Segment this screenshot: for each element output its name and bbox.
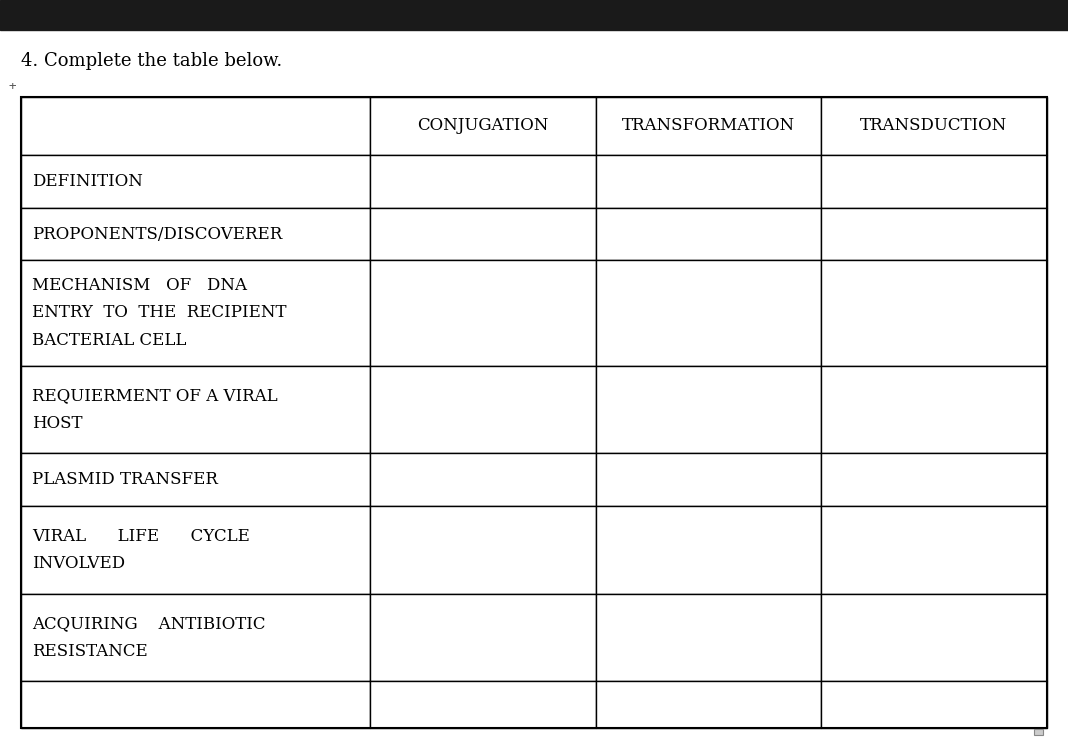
Text: DEFINITION: DEFINITION xyxy=(32,173,143,190)
Bar xyxy=(21,594,370,681)
Bar xyxy=(821,97,1047,155)
Bar xyxy=(370,506,596,594)
Text: REQUIERMENT OF A VIRAL
HOST: REQUIERMENT OF A VIRAL HOST xyxy=(32,387,278,432)
Bar xyxy=(21,681,370,728)
Text: 4. Complete the table below.: 4. Complete the table below. xyxy=(21,52,283,70)
Bar xyxy=(21,208,370,260)
Bar xyxy=(21,453,370,506)
Bar xyxy=(370,97,596,155)
Text: VIRAL      LIFE      CYCLE
INVOLVED: VIRAL LIFE CYCLE INVOLVED xyxy=(32,528,250,572)
Bar xyxy=(370,155,596,208)
Bar xyxy=(821,453,1047,506)
Bar xyxy=(821,506,1047,594)
Bar xyxy=(596,155,821,208)
Bar xyxy=(370,208,596,260)
Bar xyxy=(821,155,1047,208)
Text: CONJUGATION: CONJUGATION xyxy=(417,117,549,134)
Bar xyxy=(21,97,1047,728)
Bar xyxy=(821,594,1047,681)
Bar xyxy=(596,97,821,155)
Bar xyxy=(21,97,370,155)
Bar xyxy=(821,208,1047,260)
Bar xyxy=(821,260,1047,366)
Text: PLASMID TRANSFER: PLASMID TRANSFER xyxy=(32,471,218,488)
Bar xyxy=(370,260,596,366)
Text: PROPONENTS/DISCOVERER: PROPONENTS/DISCOVERER xyxy=(32,226,282,242)
Bar xyxy=(821,681,1047,728)
Bar xyxy=(370,366,596,453)
Bar xyxy=(370,681,596,728)
Text: MECHANISM   OF   DNA
ENTRY  TO  THE  RECIPIENT
BACTERIAL CELL: MECHANISM OF DNA ENTRY TO THE RECIPIENT … xyxy=(32,277,286,349)
Bar xyxy=(21,366,370,453)
Bar xyxy=(596,453,821,506)
Bar xyxy=(596,260,821,366)
Bar xyxy=(596,208,821,260)
Bar xyxy=(370,594,596,681)
Bar xyxy=(21,260,370,366)
Bar xyxy=(596,681,821,728)
Bar xyxy=(596,506,821,594)
Bar xyxy=(370,453,596,506)
Text: +: + xyxy=(9,80,16,93)
Text: TRANSFORMATION: TRANSFORMATION xyxy=(622,117,795,134)
Bar xyxy=(596,594,821,681)
Bar xyxy=(1034,729,1042,736)
Bar xyxy=(0,0,1068,30)
Bar xyxy=(821,366,1047,453)
Bar xyxy=(596,366,821,453)
Text: ACQUIRING    ANTIBIOTIC
RESISTANCE: ACQUIRING ANTIBIOTIC RESISTANCE xyxy=(32,615,266,660)
Text: TRANSDUCTION: TRANSDUCTION xyxy=(860,117,1007,134)
Bar xyxy=(21,155,370,208)
Bar xyxy=(21,506,370,594)
